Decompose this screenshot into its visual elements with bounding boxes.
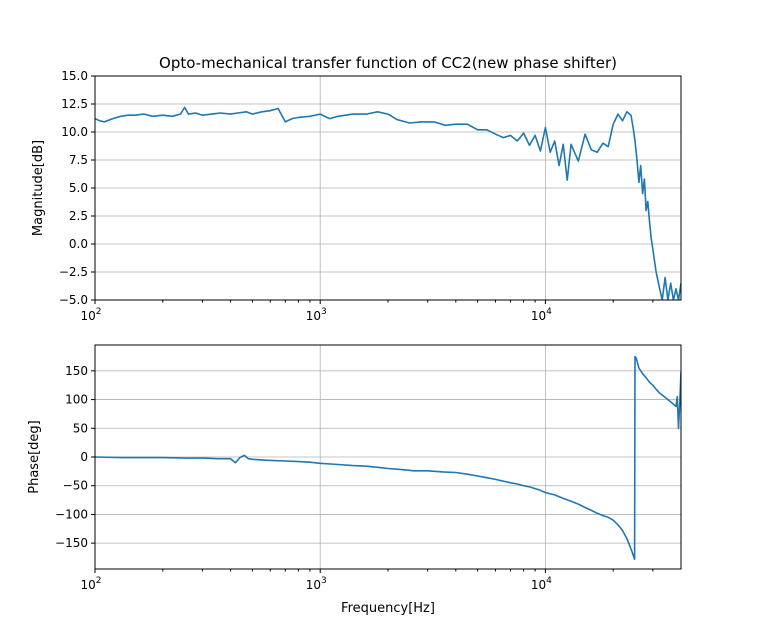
magnitude-xtick-label: 102: [80, 307, 101, 323]
magnitude-xtick-label: 103: [306, 307, 327, 323]
chart-title: Opto-mechanical transfer function of CC2…: [159, 54, 617, 72]
phase-ytick-label: 150: [65, 364, 88, 378]
phase-grid: [94, 345, 681, 569]
phase-xtick-label: 102: [80, 576, 101, 592]
magnitude-ytick-label: 2.5: [69, 209, 88, 223]
phase-series: [95, 355, 681, 561]
phase-xtick-label: 104: [531, 576, 552, 592]
phase-ticks: 102 103 104 −150 −100 −50 0 50 100 150: [55, 364, 654, 592]
magnitude-ylabel: Magnitude[dB]: [31, 140, 46, 236]
magnitude-ytick-label: 10.0: [61, 125, 88, 139]
phase-ylabel: Phase[deg]: [27, 420, 42, 493]
phase-ytick-label: 0: [80, 450, 88, 464]
phase-plot: 102 103 104 −150 −100 −50 0 50 100 150 Phase[deg]…: [27, 344, 682, 616]
magnitude-plot: Opto-mechanical transfer function of CC2…: [31, 54, 682, 323]
magnitude-ytick-label: −5.0: [59, 293, 88, 307]
phase-ytick-label: 100: [65, 393, 88, 407]
phase-ytick-label: −50: [63, 479, 88, 493]
phase-ytick-label: −100: [55, 507, 88, 521]
phase-xtick-label: 103: [306, 576, 327, 592]
frequency-xlabel: Frequency[Hz]: [341, 601, 435, 616]
magnitude-ytick-label: 5.0: [69, 181, 88, 195]
magnitude-xtick-label: 104: [531, 307, 552, 323]
magnitude-ticks: 102 103 104 −5.0 −2.5 0.0 2.5 5.0 7.5 10.0 12.5 15.…: [59, 69, 654, 323]
phase-ytick-label: −150: [55, 536, 88, 550]
phase-ytick-label: 50: [73, 421, 88, 435]
magnitude-ytick-label: 0.0: [69, 237, 88, 251]
magnitude-series: [95, 106, 681, 300]
magnitude-series-line: [95, 106, 681, 300]
magnitude-ytick-label: 12.5: [61, 97, 88, 111]
magnitude-ytick-label: 7.5: [69, 153, 88, 167]
phase-series-line: [95, 355, 681, 561]
magnitude-ytick-label: −2.5: [59, 265, 88, 279]
magnitude-ytick-label: 15.0: [61, 69, 88, 83]
